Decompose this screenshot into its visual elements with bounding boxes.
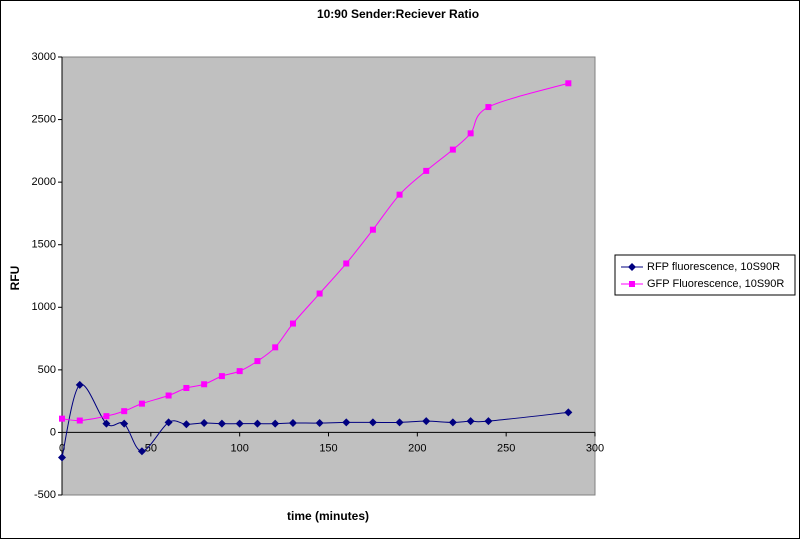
y-tick-label: 3000	[32, 51, 56, 63]
marker	[315, 419, 324, 428]
y-axis-label: RFU	[8, 266, 22, 291]
x-tick-label: 100	[230, 442, 248, 454]
marker	[76, 417, 83, 424]
marker	[289, 320, 296, 327]
marker	[288, 419, 297, 428]
legend	[614, 254, 796, 296]
x-tick-label: 150	[319, 442, 337, 454]
marker	[59, 415, 65, 422]
marker	[272, 344, 279, 351]
y-tick-label: 2000	[32, 176, 56, 188]
marker	[316, 290, 323, 297]
y-tick-label: 0	[50, 426, 56, 438]
x-tick-label: 300	[586, 442, 604, 454]
marker	[121, 408, 128, 415]
series-line	[61, 384, 569, 458]
y-tick-label: 2500	[32, 113, 56, 125]
marker	[200, 419, 209, 428]
marker	[565, 80, 572, 87]
marker	[120, 419, 129, 428]
marker	[138, 400, 145, 407]
marker	[103, 413, 110, 420]
marker	[342, 418, 351, 427]
marker	[628, 263, 636, 271]
marker	[484, 417, 493, 426]
marker	[396, 191, 403, 198]
marker	[217, 419, 226, 428]
x-tick-label: 0	[59, 442, 65, 454]
marker	[448, 418, 457, 427]
marker	[485, 104, 492, 111]
marker	[58, 453, 66, 462]
legend-label: RFP fluorescence, 10S90R	[647, 261, 780, 273]
marker	[629, 281, 635, 287]
marker	[253, 419, 262, 428]
chart-title: 10:90 Sender:Reciever Ratio	[317, 7, 479, 21]
marker	[254, 358, 261, 365]
marker	[343, 260, 350, 267]
marker	[369, 226, 376, 233]
marker	[395, 418, 404, 427]
legend-label: GFP Fluorescence, 10S90R	[647, 278, 784, 290]
marker	[467, 130, 474, 137]
marker	[75, 380, 84, 389]
y-tick-label: 1500	[32, 239, 56, 251]
x-tick-label: 250	[497, 442, 515, 454]
marker	[449, 146, 456, 153]
marker	[183, 385, 190, 392]
x-axis-label: time (minutes)	[287, 509, 369, 523]
marker	[422, 417, 431, 426]
marker	[165, 392, 172, 399]
marker	[137, 447, 146, 456]
marker	[236, 368, 243, 375]
marker	[102, 419, 111, 428]
marker	[423, 167, 430, 174]
marker	[368, 418, 377, 427]
series-line	[61, 82, 569, 422]
marker	[218, 373, 225, 380]
marker	[235, 419, 244, 428]
plot-area	[61, 56, 596, 496]
marker	[564, 408, 573, 417]
x-tick-label: 200	[408, 442, 426, 454]
marker	[182, 420, 191, 429]
marker	[466, 417, 475, 426]
marker	[271, 419, 280, 428]
x-tick-label: 50	[145, 442, 157, 454]
marker	[164, 418, 173, 427]
y-tick-label: 1000	[32, 301, 56, 313]
y-tick-label: 500	[38, 364, 56, 376]
marker	[201, 381, 208, 388]
y-tick-label: -500	[34, 489, 56, 501]
